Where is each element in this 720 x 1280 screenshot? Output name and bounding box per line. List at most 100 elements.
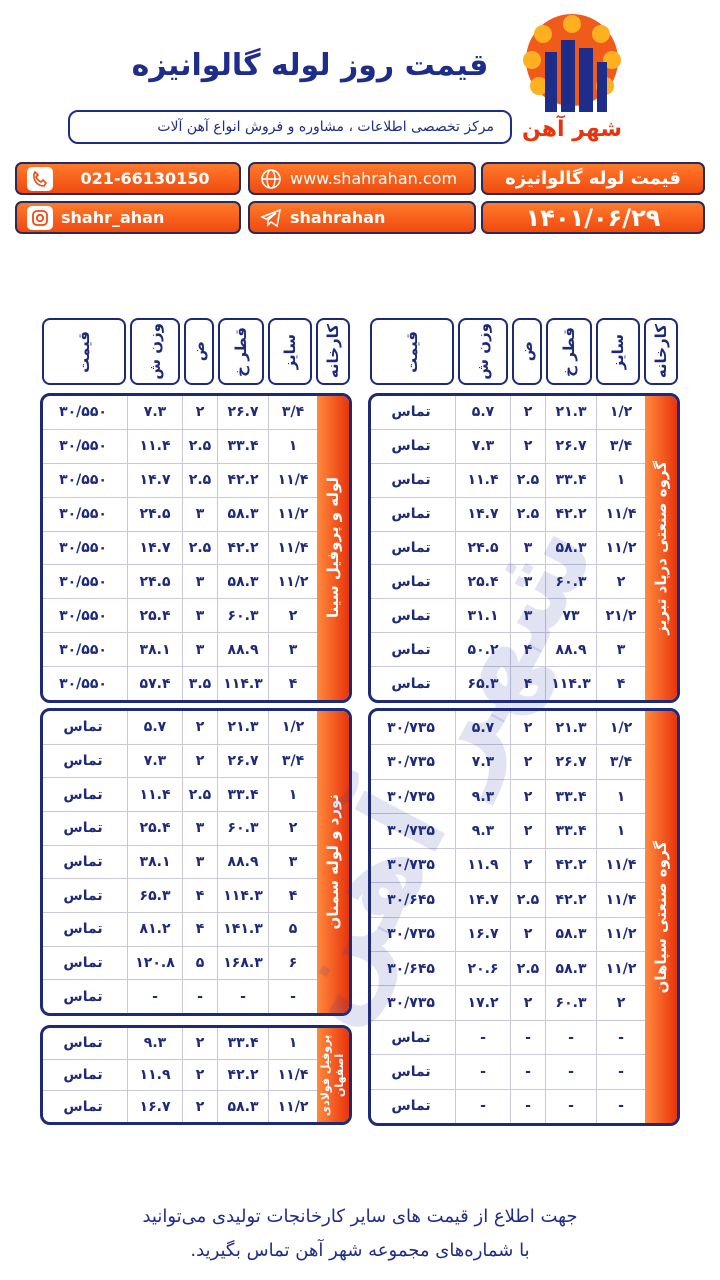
table-cell: ۶	[268, 946, 317, 980]
table-cell: -	[127, 980, 182, 1013]
table-cell: ۷.۳	[127, 744, 182, 778]
table-row: ۵ ۱۴۱.۳ ۴ ۸۱.۲ تماس	[43, 913, 317, 947]
table-cell: ۱۱/۲	[268, 497, 317, 531]
table-cell: -	[217, 980, 268, 1013]
table-cell: ۱۱/۲	[596, 917, 645, 951]
table-row: - - - - تماس	[371, 1020, 645, 1056]
table-cell: ۲	[268, 812, 317, 845]
table-cell: تماس	[391, 540, 431, 556]
table-cell: ۲	[182, 1091, 217, 1122]
table-cell: تماس	[63, 921, 103, 938]
instagram: shahr_ahan	[61, 208, 165, 227]
table-cell: ۳۰/۵۵۰	[59, 641, 107, 658]
table-cell: ۲	[182, 1028, 217, 1059]
table-cell: ۳۰/۷۳۵	[387, 926, 435, 943]
table-row: ۱۱/۲ ۵۸.۳ ۳ ۲۴.۵ ۳۰/۵۵۰	[43, 565, 317, 600]
table-cell: ۲۱/۲	[596, 599, 645, 633]
table-row: ۱ ۳۳.۴ ۲ ۹.۳ ۳۰/۷۳۵	[371, 779, 645, 815]
table-cell: ۳	[596, 633, 645, 667]
table-row: ۱۱/۴ ۴۲.۲ ۲.۵ ۱۴.۷ ۳۰/۵۵۰	[43, 531, 317, 566]
factory-bar: نورد و لوله سمنان	[317, 711, 349, 1013]
table-cell: ۵۸.۳	[217, 565, 268, 599]
table-cell: ۱۱.۴	[127, 429, 182, 463]
table-cell: ۴	[510, 667, 545, 700]
table-cell: ۴	[596, 667, 645, 700]
table-cell: ۱۷.۲	[455, 986, 510, 1020]
table-cell: ۲۱.۳	[217, 711, 268, 744]
table-cell: -	[596, 1055, 645, 1089]
table-cell: ۷.۳	[455, 429, 510, 463]
table-row: - - - - تماس	[43, 980, 317, 1013]
table-cell: ۲۶.۷	[545, 429, 596, 463]
table-cell: ۶۵.۳	[127, 879, 182, 913]
table-cell: ۵۸.۳	[545, 951, 596, 986]
table-cell: تماس	[63, 786, 103, 803]
table-cell: ۲.۵	[182, 429, 217, 463]
table-cell: ۲	[510, 779, 545, 814]
table-cell: ۱	[596, 814, 645, 848]
table-cell: ۳۱.۱	[455, 599, 510, 633]
table-cell: ۱۱.۹	[127, 1059, 182, 1091]
table-cell: ۳/۴	[596, 745, 645, 779]
table-cell: ۳۳.۴	[217, 1028, 268, 1059]
rows: ۱/۲ ۲۱.۳ ۲ ۵.۷ تماس ۳/۴ ۲۶.۷ ۲ ۷.۳ تماس ۱ ۳۳.۴ ۲.۵ ۱۱…	[371, 396, 645, 700]
table-cell: ۳۰/۵۵۰	[59, 675, 107, 692]
table-cell: ۲۰.۶	[455, 951, 510, 986]
table-cell: ۸۸.۹	[217, 633, 268, 667]
table-cell: ۴	[510, 633, 545, 667]
phone-box: 021-66130150	[15, 162, 241, 195]
table-cell: ۳	[268, 845, 317, 879]
table-cell: تماس	[391, 1098, 431, 1115]
table-cell: ۷.۳	[127, 396, 182, 429]
table-cell: ۲۵.۴	[127, 812, 182, 845]
table-cell: -	[268, 980, 317, 1013]
factory-table: لوله و پروفیل سینا ۳/۴ ۲۶.۷ ۲ ۷.۳ ۳۰/۵۵۰ ۱ ۳۳.۴…	[40, 393, 352, 703]
table-cell: ۲	[182, 744, 217, 778]
rows: ۱/۲ ۲۱.۳ ۲ ۵.۷ تماس ۳/۴ ۲۶.۷ ۲ ۷.۳ تماس ۱ ۳۳.۴ ۲.۵ ۱۱…	[43, 711, 317, 1013]
table-cell: ۲	[510, 745, 545, 779]
table-cell: ۲	[268, 599, 317, 633]
table-cell: تماس	[391, 607, 431, 624]
factory-table: گروه صنعتی سپاهان ۱/۲ ۲۱.۳ ۲ ۵.۷ ۳۰/۷۳۵ ۳/۴ ۲۶.…	[368, 708, 680, 1126]
footer-line: جهت اطلاع از قیمت های سایر کارخانجات تول…	[142, 1206, 578, 1227]
table-cell: ۶۰.۳	[545, 565, 596, 599]
table-cell: ۱۱.۴	[455, 463, 510, 497]
table-cell: ۲۱.۳	[545, 711, 596, 745]
table-cell: ۱۱.۴	[127, 778, 182, 812]
table-cell: ۲	[510, 917, 545, 951]
table-row: ۳ ۸۸.۹ ۳ ۳۸.۱ ۳۰/۵۵۰	[43, 633, 317, 668]
table-cell: ۱۴.۷	[127, 463, 182, 497]
table-cell: ۲۶.۷	[217, 744, 268, 778]
table-cell: ۷.۳	[455, 745, 510, 779]
table-row: ۱۱/۲ ۵۸.۳ ۳ ۲۴.۵ ۳۰/۵۵۰	[43, 497, 317, 532]
table-cell: ۳۰/۶۴۵	[387, 960, 435, 977]
date: ۱۴۰۱/۰۶/۲۹	[525, 203, 661, 232]
table-cell: ۳۳.۴	[545, 779, 596, 814]
table-cell: ۴	[182, 879, 217, 913]
table-cell: تماس	[63, 753, 103, 769]
table-cell: ۵	[268, 913, 317, 946]
table-row: ۱۱/۲ ۵۸.۳ ۲ ۱۶.۷ تماس	[43, 1091, 317, 1122]
factory-name: گروه صنعتی سپاهان	[652, 840, 670, 994]
table-row: ۴ ۱۱۴.۳ ۳.۵ ۵۷.۴ ۳۰/۵۵۰	[43, 667, 317, 700]
table-cell: تماس	[63, 1067, 103, 1083]
column-header: کارخانه	[644, 318, 678, 385]
table-cell: ۳	[182, 565, 217, 599]
table-cell: تماس	[391, 573, 431, 590]
table-cell: ۴۲.۲	[545, 848, 596, 883]
table-cell: تماس	[391, 506, 431, 523]
table-cell: ۱/۲	[596, 711, 645, 745]
table-cell: ۲	[510, 711, 545, 745]
column-header-text: قطر خ	[232, 326, 250, 377]
table-cell: ۳/۴	[596, 429, 645, 463]
table-row: ۲ ۶۰.۳ ۳ ۲۵.۴ ۳۰/۵۵۰	[43, 599, 317, 634]
table-cell: -	[455, 1020, 510, 1055]
table-cell: ۳۰/۷۳۵	[387, 788, 435, 805]
table-row: ۱۱/۲ ۵۸.۳ ۳ ۲۴.۵ تماس	[371, 531, 645, 566]
factory-table: نورد و لوله سمنان ۱/۲ ۲۱.۳ ۲ ۵.۷ تماس ۳/۴ ۲۶.۷ ۲…	[40, 708, 352, 1016]
table-cell: ۵.۷	[127, 711, 182, 744]
table-cell: ۱	[268, 429, 317, 463]
table-row: - - - - تماس	[371, 1089, 645, 1123]
